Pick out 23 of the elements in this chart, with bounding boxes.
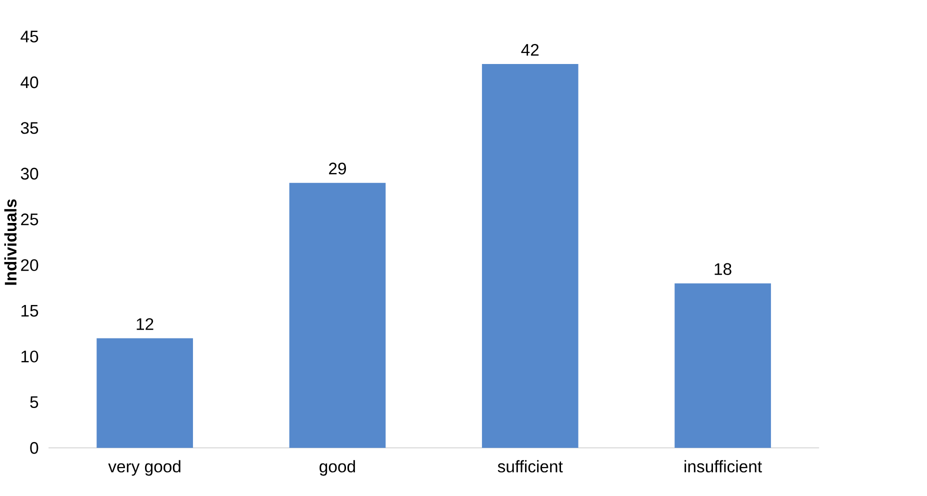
y-tick-label: 30 bbox=[20, 168, 38, 180]
data-label: 18 bbox=[714, 263, 732, 275]
bar bbox=[289, 182, 386, 448]
x-tick-label: good bbox=[320, 460, 355, 476]
bar bbox=[482, 64, 578, 448]
x-tick-label: sufficient bbox=[498, 460, 563, 472]
y-tick-label: 15 bbox=[22, 304, 38, 317]
y-tick-label: 20 bbox=[21, 259, 38, 271]
y-tick-label: 45 bbox=[20, 30, 38, 42]
data-label: 12 bbox=[136, 318, 154, 330]
y-tick-label: 25 bbox=[21, 213, 38, 226]
x-tick-label: very good bbox=[108, 460, 180, 476]
y-axis-title: Individuals bbox=[4, 199, 17, 285]
bar bbox=[674, 283, 771, 448]
y-tick-label: 5 bbox=[30, 396, 38, 408]
x-tick-label: insufficient bbox=[684, 460, 762, 472]
data-label: 29 bbox=[329, 162, 346, 174]
y-tick-label: 10 bbox=[22, 350, 38, 362]
y-tick-label: 0 bbox=[30, 442, 38, 454]
data-label: 42 bbox=[521, 44, 539, 56]
bar bbox=[96, 338, 193, 448]
y-tick-label: 40 bbox=[20, 76, 38, 88]
y-tick-label: 35 bbox=[20, 122, 38, 134]
